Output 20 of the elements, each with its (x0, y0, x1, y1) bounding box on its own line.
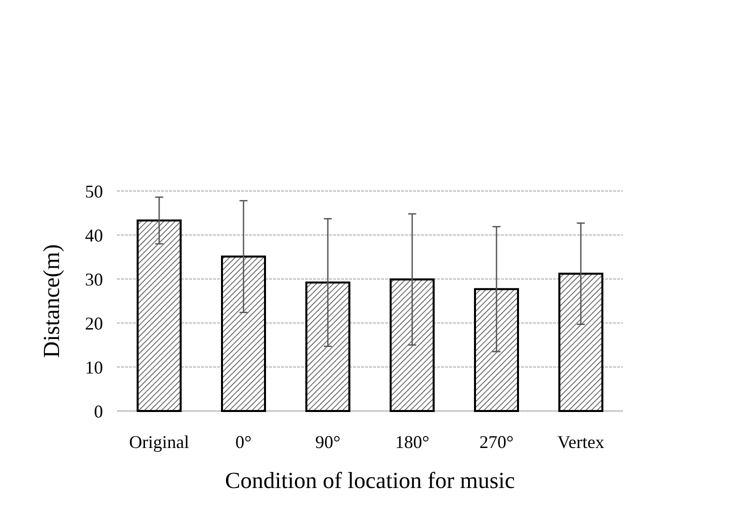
bar (558, 272, 604, 412)
y-tick-label: 20 (85, 313, 103, 334)
bar (474, 288, 520, 412)
x-tick-label: 270° (479, 432, 514, 452)
x-tick-label: 0° (235, 432, 252, 452)
x-tick-label: Vertex (557, 432, 604, 452)
y-tick-label: 50 (85, 181, 103, 202)
y-tick-label: 30 (85, 269, 103, 290)
bar (220, 256, 266, 412)
x-tick-label: Original (129, 432, 190, 452)
x-tick-label: 90° (315, 432, 340, 452)
x-tick-label: 180° (395, 432, 430, 452)
y-axis-title: Distance(m) (39, 244, 64, 358)
bar (305, 282, 350, 412)
bar (136, 219, 182, 412)
x-axis-title: Condition of location for music (224, 468, 516, 493)
y-tick-label: 10 (85, 357, 103, 378)
y-tick-label: 0 (94, 401, 103, 422)
y-tick-label: 40 (85, 225, 103, 246)
bar (390, 278, 435, 412)
